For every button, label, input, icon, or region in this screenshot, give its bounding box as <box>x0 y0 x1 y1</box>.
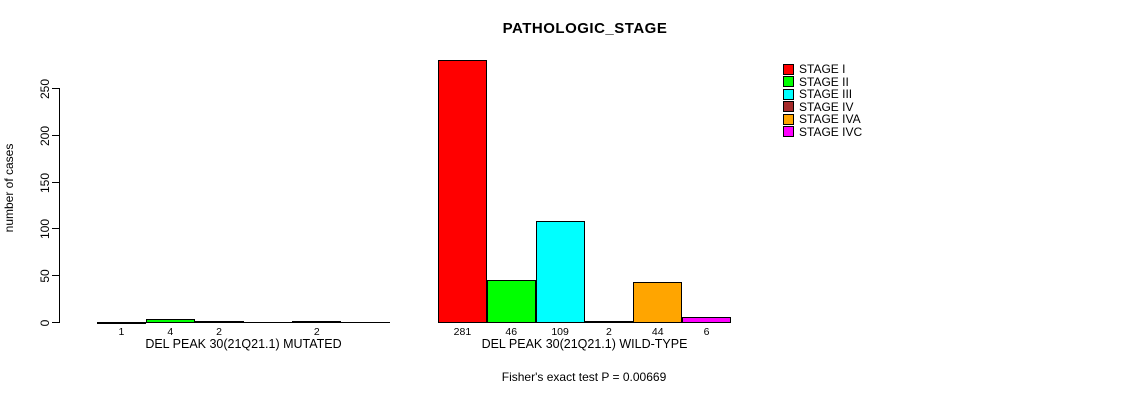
legend-label: STAGE IV <box>799 99 854 114</box>
legend: STAGE I STAGE II STAGE III STAGE IV STAGE IV… <box>783 63 862 138</box>
bar-count-label: 2 <box>313 326 320 338</box>
y-axis-tick <box>52 322 59 323</box>
legend-item: STAGE IVC <box>783 124 863 139</box>
bar-count-label: 2 <box>605 326 612 338</box>
bar-stage-iii <box>536 221 585 323</box>
legend-color-swatch <box>783 126 794 138</box>
fisher-test-annotation: Fisher's exact test P = 0.00669 <box>501 370 667 384</box>
bar-stage-ivc <box>682 317 731 323</box>
bar-count-label: 6 <box>703 326 710 338</box>
bar-stage-iva <box>633 282 682 323</box>
legend-label: STAGE II <box>799 74 849 89</box>
bar-stage-ii <box>146 319 195 323</box>
bar-stage-iva <box>292 321 341 323</box>
legend-label: STAGE III <box>799 87 853 101</box>
y-axis-tick <box>52 88 59 89</box>
y-axis-tick-label: 0 <box>38 319 52 326</box>
bar-count-label: 109 <box>551 326 569 338</box>
legend-label: STAGE I <box>799 62 846 76</box>
chart-title: PATHOLOGIC_STAGE <box>502 20 668 37</box>
legend-color-swatch <box>783 76 794 88</box>
legend-color-swatch <box>783 88 794 100</box>
legend-item: STAGE IV <box>783 99 862 114</box>
bar-stage-i <box>97 322 146 324</box>
legend-item: STAGE III <box>783 88 862 101</box>
bar-count-label: 1 <box>118 326 125 338</box>
x-axis-group-label: DEL PEAK 30(21Q21.1) MUTATED <box>145 337 342 351</box>
legend-item: STAGE I <box>783 63 862 76</box>
legend-color-swatch <box>783 63 794 75</box>
y-axis-tick <box>52 135 59 136</box>
x-axis-group-label: DEL PEAK 30(21Q21.1) WILD-TYPE <box>481 337 688 351</box>
y-axis-tick <box>52 182 59 183</box>
y-axis-tick-label: 200 <box>38 125 52 146</box>
bar-count-label: 4 <box>167 326 174 338</box>
bar-stage-iii <box>195 321 244 323</box>
legend-item: STAGE IVA <box>783 113 862 126</box>
bar-stage-iv <box>585 321 634 323</box>
bar-count-label: 46 <box>505 326 518 338</box>
legend-item: STAGE II <box>783 74 862 89</box>
legend-label: STAGE IVC <box>799 124 863 139</box>
y-axis-tick <box>52 275 59 276</box>
bar-count-label: 2 <box>216 326 222 338</box>
y-axis-tick-label: 250 <box>38 78 52 99</box>
legend-color-swatch <box>783 101 794 113</box>
y-axis-tick-label: 150 <box>38 172 52 193</box>
y-axis-tick-label: 100 <box>38 218 52 239</box>
bar-count-label: 44 <box>651 326 664 338</box>
legend-label: STAGE IVA <box>799 112 861 126</box>
y-axis-tick <box>52 228 59 229</box>
y-axis-line <box>59 88 60 323</box>
y-axis-label: number of cases <box>2 143 16 233</box>
legend-color-swatch <box>783 113 794 125</box>
bar-stage-i <box>438 60 487 323</box>
y-axis-tick-label: 50 <box>38 268 52 283</box>
bar-count-label: 281 <box>453 326 472 338</box>
bar-stage-ii <box>487 280 536 323</box>
